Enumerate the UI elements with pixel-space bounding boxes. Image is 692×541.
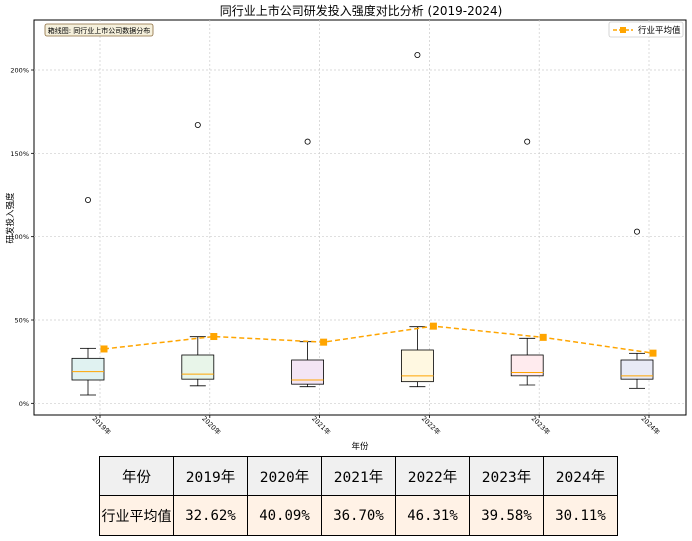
table-cell: 36.70%: [321, 495, 396, 536]
box-body: [400, 349, 434, 383]
table-row-label: 行业平均值: [99, 495, 174, 536]
legend-marker: [620, 27, 626, 33]
table-header-year: 2021年: [321, 456, 396, 496]
box-series: [71, 52, 654, 396]
outlier-point: [194, 122, 201, 129]
table-cell: 46.31%: [395, 495, 470, 536]
average-point: [429, 322, 437, 330]
box-body: [510, 354, 544, 377]
outlier-point: [524, 138, 531, 145]
plot-frame: [33, 19, 687, 416]
x-axis-label: 年份: [351, 441, 369, 450]
annotation-box: 箱线图: 同行业上市公司数据分布: [44, 23, 154, 37]
x-tick-label: 2021年: [310, 414, 333, 437]
table-cell: 30.11%: [543, 495, 618, 536]
box-item: [71, 196, 105, 396]
table-header-year: 2024年: [543, 456, 618, 496]
x-tick-label: 2024年: [639, 414, 662, 437]
box-item: [181, 122, 215, 387]
annotation-text: 箱线图: 同行业上市公司数据分布: [48, 26, 151, 35]
table-header-year: 2019年: [173, 456, 248, 496]
x-tick-label: 2019年: [90, 414, 113, 437]
box-body: [291, 359, 325, 385]
average-line: [103, 325, 654, 354]
y-tick-label: 150%: [10, 150, 29, 158]
box-item: [620, 228, 654, 389]
y-axis: 0% 50% 100% 150% 200%: [10, 67, 34, 408]
x-tick-label: 2020年: [200, 414, 223, 437]
x-tick-label: 2023年: [530, 414, 553, 437]
average-series: [100, 322, 657, 357]
average-table: 年份 2019年 2020年 2021年 2022年 2023年 2024年 行…: [99, 456, 618, 536]
table-header-label: 年份: [99, 456, 174, 496]
average-point: [100, 345, 108, 353]
box-body: [71, 357, 105, 381]
box-body: [620, 359, 654, 380]
box-item: [400, 52, 434, 388]
x-axis: 2019年 2020年 2021年 2022年 2023年 2024年: [90, 414, 662, 437]
table-header-year: 2022年: [395, 456, 470, 496]
table-header-year: 2023年: [469, 456, 544, 496]
outlier-point: [85, 196, 92, 203]
table-cell: 40.09%: [247, 495, 322, 536]
outlier-point: [634, 228, 641, 235]
table-row: 行业平均值 32.62% 40.09% 36.70% 46.31% 39.58%…: [99, 495, 618, 536]
y-tick-label: 100%: [10, 233, 29, 241]
outlier-point: [304, 138, 311, 145]
y-tick-label: 200%: [10, 67, 29, 75]
table-cell: 32.62%: [173, 495, 248, 536]
box-plot-chart: 同行业上市公司研发投入强度对比分析 (2019-2024) 0% 50% 100% 1…: [5, 3, 687, 450]
grid-lines: [34, 20, 686, 415]
table-cell: 39.58%: [469, 495, 544, 536]
y-tick-label: 0%: [19, 400, 29, 408]
legend-label: 行业平均值: [638, 25, 681, 36]
average-point: [649, 349, 657, 357]
outlier-point: [414, 52, 421, 59]
chart-title: 同行业上市公司研发投入强度对比分析 (2019-2024): [220, 3, 503, 18]
legend: 行业平均值: [608, 21, 684, 38]
average-point: [320, 338, 328, 346]
average-point: [539, 333, 547, 341]
average-point: [210, 333, 218, 341]
box-body: [181, 354, 215, 380]
table-header-row: 年份 2019年 2020年 2021年 2022年 2023年 2024年: [99, 456, 618, 496]
y-tick-label: 50%: [15, 317, 29, 325]
x-tick-label: 2022年: [420, 414, 443, 437]
y-axis-label: 研发投入强度: [5, 192, 16, 244]
table-header-year: 2020年: [247, 456, 322, 496]
box-item: [291, 138, 325, 388]
box-item: [510, 138, 544, 386]
